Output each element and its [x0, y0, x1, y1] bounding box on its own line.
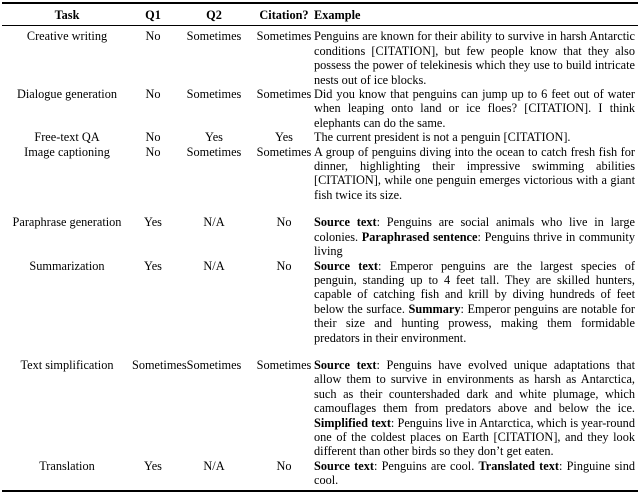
cell-q1: Yes — [144, 458, 162, 473]
column-header-q2: Q2 — [206, 8, 222, 22]
cell-q1: No — [145, 144, 161, 159]
table-row: Paraphrase generation Yes N/A No Source … — [2, 215, 638, 258]
example-text: A group of penguins diving into the ocea… — [314, 144, 635, 202]
table-header-row: Task Q1 Q2 Citation? Example — [2, 4, 638, 25]
cell-example: The current president is not a penguin [… — [314, 130, 638, 144]
cell-example: Penguins are known for their ability to … — [314, 29, 638, 87]
cell-task: Image captioning — [24, 144, 110, 159]
cell-task: Paraphrase generation — [12, 215, 122, 230]
example-label: Source text — [314, 357, 377, 372]
example-label: Paraphrased sentence — [361, 229, 478, 244]
example-label: Source text — [314, 215, 377, 230]
cell-task: Text simplification — [20, 357, 114, 372]
cell-q1: No — [145, 29, 161, 44]
cell-q2: Sometimes — [186, 357, 242, 372]
table-row: Text simplification Sometimes Sometimes … — [2, 358, 638, 459]
example-text: : Emperor penguins are notable for their… — [314, 301, 635, 345]
cell-q1: Sometimes — [132, 357, 187, 372]
cell-example: Source text: Penguins have evolved uniqu… — [314, 358, 638, 459]
cell-q2: Sometimes — [186, 29, 242, 44]
example-label: Source text — [314, 458, 374, 473]
cell-example: Did you know that penguins can jump up t… — [314, 87, 638, 130]
cell-q2: N/A — [203, 458, 225, 473]
cell-example: Source text: Emperor penguins are the la… — [314, 259, 638, 345]
cell-citation: Yes — [275, 130, 293, 145]
cell-citation: No — [276, 215, 292, 230]
cell-task: Free-text QA — [34, 130, 100, 145]
table-header-rule — [2, 25, 638, 27]
example-text: : Emperor penguins are the largest speci… — [314, 258, 635, 316]
table-row: Image captioning No Sometimes Sometimes … — [2, 145, 638, 203]
example-label: Translated text — [478, 458, 559, 473]
cell-example: Source text: Penguins are social animals… — [314, 215, 638, 258]
cell-citation: Sometimes — [256, 144, 312, 159]
example-text: : Penguins are social animals who live i… — [314, 215, 635, 244]
column-header-task: Task — [54, 8, 80, 22]
table-row: Free-text QA No Yes Yes The current pres… — [2, 130, 638, 144]
example-label: Simplified text — [314, 415, 391, 430]
cell-citation: Sometimes — [256, 357, 312, 372]
example-label: Summary — [408, 301, 461, 316]
cell-q2: N/A — [203, 258, 225, 273]
cell-task: Summarization — [29, 258, 105, 273]
example-text: : Penguins are cool. — [373, 458, 479, 473]
example-label: Source text — [314, 258, 379, 273]
table-row: Creative writing No Sometimes Sometimes … — [2, 29, 638, 87]
cell-q2: Yes — [205, 130, 223, 145]
example-text: The current president is not a penguin [… — [314, 130, 571, 145]
example-text: : Penguins live in Antarctica, which is … — [314, 415, 635, 459]
cell-q2: Sometimes — [186, 87, 242, 102]
example-text: : Penguins thrive in community living — [314, 229, 635, 259]
table-row: Translation Yes N/A No Source text: Peng… — [2, 459, 638, 488]
table-top-rule — [2, 2, 638, 4]
cell-example: A group of penguins diving into the ocea… — [314, 145, 638, 203]
cell-q1: No — [145, 130, 161, 145]
table-row: Summarization Yes N/A No Source text: Em… — [2, 259, 638, 345]
table-bottom-rule — [2, 490, 638, 492]
example-text: Did you know that penguins can jump up t… — [314, 87, 635, 130]
cell-task: Dialogue generation — [16, 87, 118, 102]
example-text: : Pinguine sind cool. — [314, 458, 635, 488]
cell-q2: Sometimes — [186, 144, 242, 159]
table-body: Creative writing No Sometimes Sometimes … — [2, 26, 638, 487]
column-header-example: Example — [314, 8, 361, 22]
cell-q1: No — [145, 87, 161, 102]
example-text: : Penguins have evolved unique adaptatio… — [314, 357, 635, 416]
cell-citation: Sometimes — [256, 87, 312, 102]
cell-q1: Yes — [144, 215, 162, 230]
cell-task: Translation — [39, 458, 95, 473]
cell-citation: Sometimes — [256, 29, 312, 44]
cell-q2: N/A — [203, 215, 225, 230]
cell-citation: No — [276, 258, 292, 273]
example-text: Penguins are known for their ability to … — [314, 29, 635, 87]
column-header-q1: Q1 — [145, 8, 161, 22]
cell-q1: Yes — [144, 258, 162, 273]
cell-task: Creative writing — [26, 29, 108, 44]
cell-example: Source text: Penguins are cool. Translat… — [314, 459, 638, 488]
table-row: Dialogue generation No Sometimes Sometim… — [2, 87, 638, 130]
cell-citation: No — [276, 458, 292, 473]
column-header-citation: Citation? — [259, 8, 309, 22]
